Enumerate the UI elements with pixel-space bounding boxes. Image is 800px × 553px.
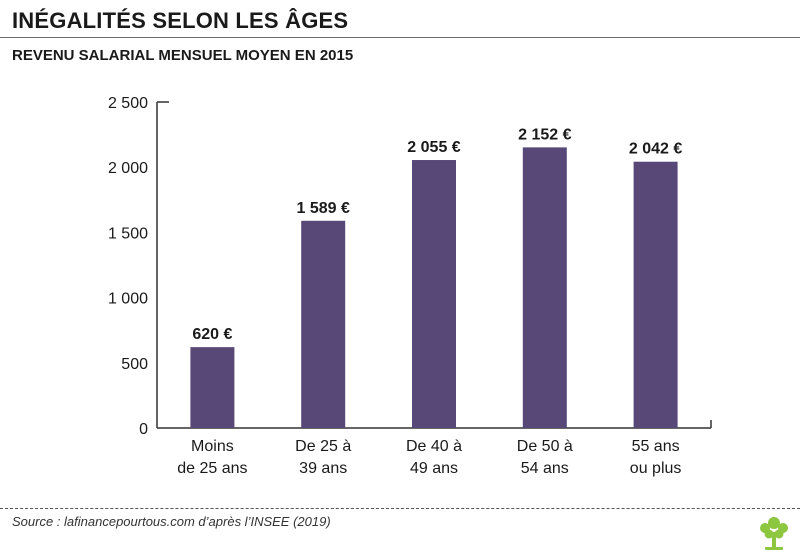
x-tick-label: 39 ans [299, 460, 347, 477]
bar-value-label: 1 589 € [297, 200, 350, 217]
x-tick-label: 55 ans [632, 438, 680, 455]
bar-value-label: 620 € [192, 326, 232, 343]
y-tick-label: 1 500 [108, 225, 148, 242]
chart-title: INÉGALITÉS SELON LES ÂGES [12, 8, 349, 33]
y-tick-label: 2 000 [108, 160, 148, 177]
bar-chart: 0 500 1 000 1 500 2 000 2 500 620 € Moins de 25 … [108, 95, 712, 477]
x-tick-label: De 40 à [406, 438, 462, 455]
x-tick-label: 54 ans [521, 460, 569, 477]
x-tick-label: ou plus [630, 460, 682, 477]
x-tick-label: Moins [191, 438, 234, 455]
x-tick-label: De 50 à [517, 438, 573, 455]
y-tick-label: 0 [139, 421, 148, 438]
x-tick-label: De 25 à [295, 438, 351, 455]
bar [301, 220, 346, 428]
bar [412, 160, 456, 428]
bar [190, 347, 235, 428]
title-divider [0, 37, 800, 38]
bar-value-label: 2 042 € [629, 141, 682, 158]
source-note: Source : lafinancepourtous.com d’après l… [12, 514, 331, 529]
x-tick-label: 49 ans [410, 460, 458, 477]
y-tick-label: 1 000 [108, 291, 148, 308]
bar-value-label: 2 055 € [407, 139, 460, 156]
chart-subtitle: REVENU SALARIAL MENSUEL MOYEN EN 2015 [12, 47, 354, 64]
y-tick-label: 2 500 [108, 95, 148, 112]
x-tick-label: de 25 ans [177, 460, 247, 477]
y-tick-label: 500 [121, 356, 148, 373]
bar-value-label: 2 152 € [518, 126, 571, 143]
bar [633, 161, 678, 428]
tree-icon [760, 517, 788, 550]
bar [522, 147, 567, 428]
footer-divider [0, 508, 800, 509]
